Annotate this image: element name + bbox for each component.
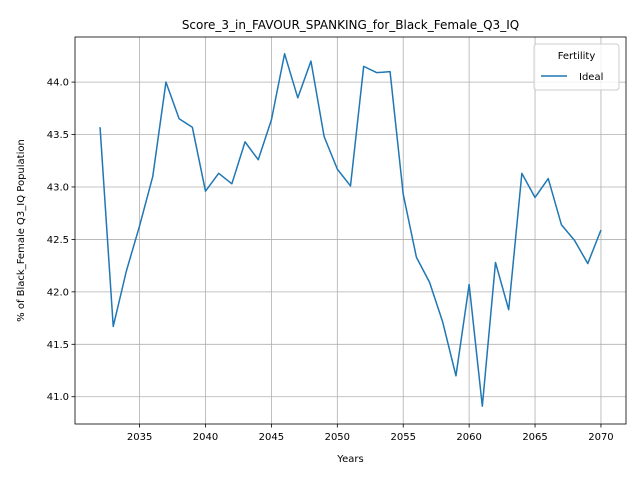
y-tick-label: 41.5 [47,340,69,351]
y-tick-label: 43.5 [47,130,69,141]
series-line-ideal [99,53,602,407]
x-tick-label: 2065 [522,432,547,443]
x-tick-label: 2035 [127,432,152,443]
y-tick-label: 42.5 [47,235,69,246]
legend: Fertility Ideal [533,43,620,91]
y-axis-label: % of Black_Female Q3_IQ Population [16,139,27,322]
legend-entry-label: Ideal [579,72,603,83]
x-tick-label: 2060 [456,432,481,443]
y-tick-label: 43.0 [47,182,69,193]
legend-title: Fertility [558,51,596,62]
grid-lines [75,37,626,424]
x-axis-label: Years [336,454,363,465]
legend-box [533,43,620,91]
plot-area [75,37,626,424]
y-tick-label: 41.0 [47,392,69,403]
x-tick-label: 2055 [391,432,416,443]
x-axis: 2035 2040 2045 2050 2055 2060 2065 2070 [127,424,614,443]
plot-frame [74,36,627,425]
y-tick-label: 44.0 [47,78,69,89]
x-tick-label: 2050 [325,432,350,443]
series-group [99,53,602,407]
x-tick-label: 2045 [259,432,284,443]
x-tick-label: 2040 [193,432,218,443]
y-tick-label: 42.0 [47,287,69,298]
y-axis: 41.0 41.5 42.0 42.5 43.0 43.5 44.0 [47,78,75,403]
x-tick-label: 2070 [588,432,613,443]
chart-title: Score_3_in_FAVOUR_SPANKING_for_Black_Fem… [182,18,519,32]
